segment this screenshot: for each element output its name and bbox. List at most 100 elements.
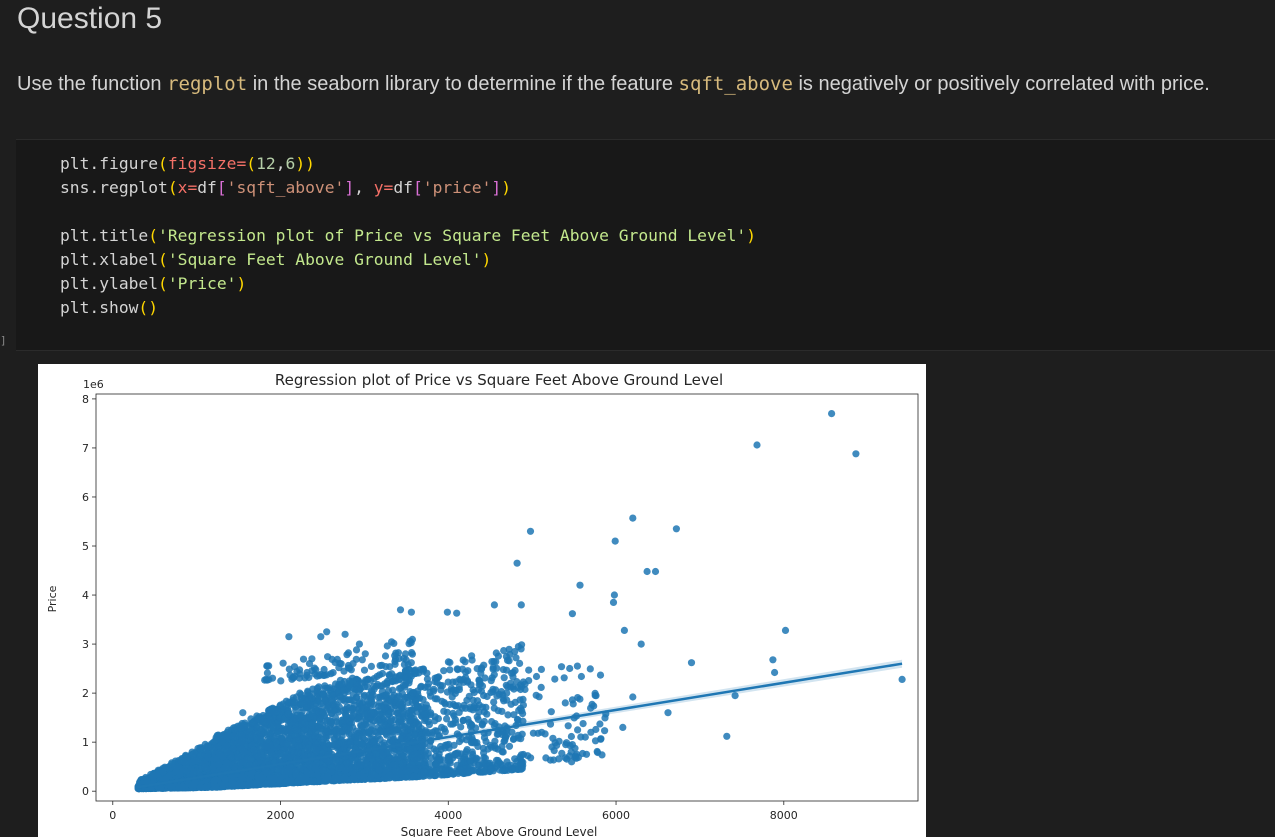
data-point <box>488 674 496 682</box>
data-point <box>298 773 306 781</box>
data-point <box>262 718 270 726</box>
code-cell[interactable]: plt.figure(figsize=(12,6)) sns.regplot(x… <box>16 139 1275 351</box>
data-point <box>529 729 537 737</box>
code-line[interactable]: sns.regplot(x=df['sqft_above'], y=df['pr… <box>60 178 512 197</box>
code-editor[interactable]: plt.figure(figsize=(12,6)) sns.regplot(x… <box>60 152 756 320</box>
code-line[interactable]: plt.show() <box>60 298 159 317</box>
data-point <box>211 782 220 790</box>
data-point <box>568 758 576 766</box>
data-point <box>310 664 319 672</box>
data-point <box>455 738 464 746</box>
data-point <box>422 701 430 709</box>
data-point <box>574 726 582 734</box>
data-point <box>284 710 293 718</box>
data-point <box>596 671 605 679</box>
data-point <box>396 770 404 778</box>
data-point <box>407 608 415 616</box>
data-point <box>596 720 604 728</box>
data-point <box>343 651 351 659</box>
code-line[interactable]: plt.ylabel('Price') <box>60 274 247 293</box>
x-tick-label: 2000 <box>267 809 295 822</box>
data-point <box>192 757 200 765</box>
data-point <box>473 713 481 721</box>
data-point <box>291 672 299 680</box>
data-point <box>672 525 681 533</box>
data-point <box>281 779 289 787</box>
data-point <box>456 675 464 683</box>
data-point <box>511 666 519 675</box>
data-point <box>610 591 619 599</box>
data-point <box>265 676 273 684</box>
data-point <box>637 640 645 648</box>
data-point <box>498 748 506 756</box>
data-point <box>375 699 384 707</box>
data-point <box>201 763 209 771</box>
data-point <box>440 667 448 675</box>
data-point <box>422 715 430 723</box>
data-point <box>336 676 344 684</box>
code-line[interactable]: plt.title('Regression plot of Price vs S… <box>60 226 756 245</box>
x-axis-label: Square Feet Above Ground Level <box>401 825 598 837</box>
data-point <box>299 655 308 663</box>
data-point <box>257 748 265 757</box>
data-point <box>404 699 412 707</box>
data-point <box>515 765 523 773</box>
data-point <box>449 709 457 717</box>
x-tick-label: 6000 <box>602 809 630 822</box>
data-point <box>296 711 304 720</box>
data-point <box>294 749 302 757</box>
data-point <box>304 688 312 696</box>
data-point <box>396 606 405 614</box>
data-point <box>336 775 344 783</box>
data-point <box>321 682 329 690</box>
data-point <box>505 742 514 750</box>
data-point <box>384 748 392 757</box>
data-point <box>394 725 402 733</box>
data-point <box>498 707 506 715</box>
data-point <box>420 768 428 776</box>
data-point <box>366 735 374 743</box>
data-point <box>310 713 318 721</box>
data-point <box>342 765 350 773</box>
data-point <box>438 682 446 690</box>
data-point <box>410 772 418 780</box>
data-point <box>410 765 418 773</box>
data-point <box>376 662 384 670</box>
data-point <box>285 665 293 673</box>
data-point <box>282 740 290 748</box>
data-point <box>329 669 337 677</box>
data-point <box>525 666 533 674</box>
data-point <box>500 647 508 655</box>
data-point <box>493 692 501 700</box>
data-point <box>390 639 398 647</box>
data-point <box>562 741 570 749</box>
code-line[interactable]: plt.xlabel('Square Feet Above Ground Lev… <box>60 250 492 269</box>
data-point <box>466 757 474 765</box>
code-line[interactable]: plt.figure(figsize=(12,6)) <box>60 154 315 173</box>
data-point <box>477 665 486 673</box>
data-point <box>238 781 247 789</box>
data-point <box>367 774 375 782</box>
data-point <box>204 743 212 751</box>
data-point <box>506 651 514 659</box>
data-point <box>490 698 498 706</box>
data-point <box>390 735 398 743</box>
function-name-code: regplot <box>167 73 248 95</box>
y-tick-label: 3 <box>82 638 89 651</box>
data-point <box>358 724 366 732</box>
data-point <box>301 719 309 727</box>
data-point <box>503 666 511 674</box>
data-point <box>453 609 461 617</box>
data-point <box>196 783 204 791</box>
data-point <box>898 675 906 683</box>
instruction-text: Use the function regplot in the seaborn … <box>17 73 1275 96</box>
data-point <box>222 763 230 771</box>
data-point <box>364 675 372 683</box>
data-point <box>286 725 294 733</box>
data-point <box>513 559 521 567</box>
data-point <box>354 732 362 741</box>
data-point <box>254 773 262 781</box>
data-point <box>441 728 449 736</box>
data-point <box>419 665 428 673</box>
